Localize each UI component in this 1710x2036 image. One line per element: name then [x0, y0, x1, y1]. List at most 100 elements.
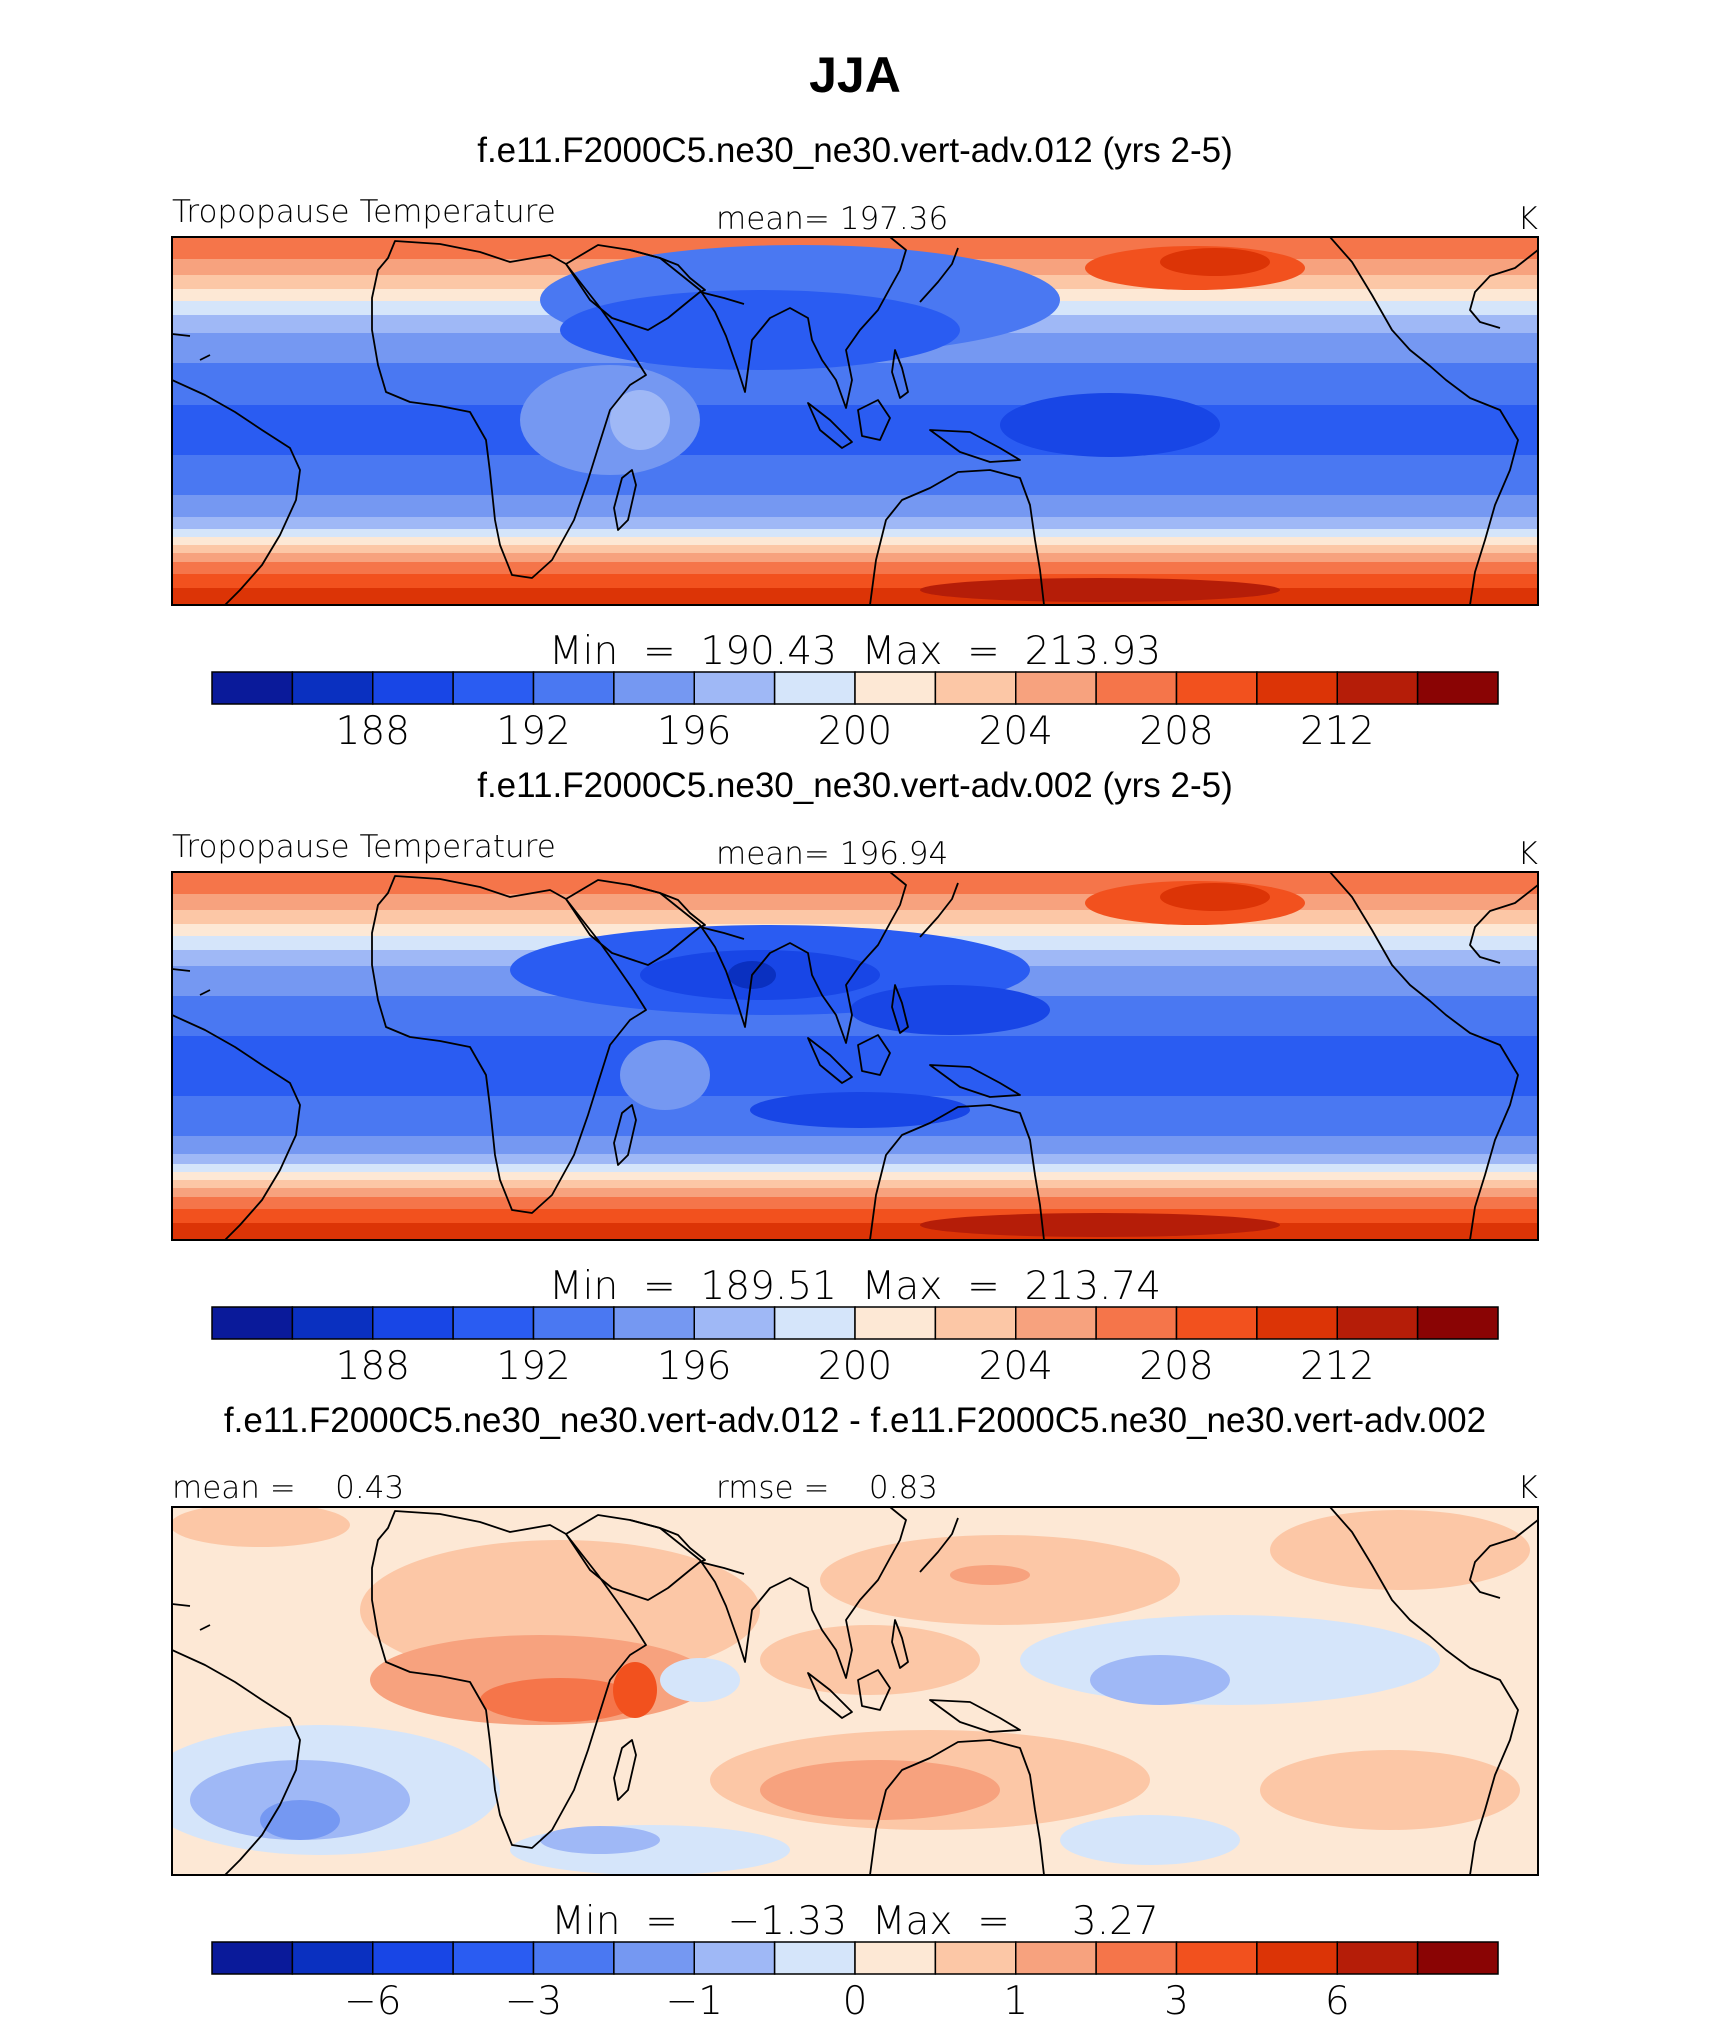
panel-3-map-frame: [171, 1506, 1539, 1876]
panel-3-madagascar-outline: [613, 1739, 637, 1801]
panel-1-colorbar-box: [1095, 671, 1178, 705]
panel-1-colorbar-tick-label: 188: [336, 709, 410, 754]
panel-2-colorbar-box: [854, 1306, 937, 1340]
panel-2-americas-outline: [1329, 872, 1519, 1240]
panel-2-mean-label: mean= 196.94: [716, 836, 948, 872]
panel-3-rmse-label: rmse = 0.83: [716, 1470, 938, 1506]
panel-2-map-frame: [171, 871, 1539, 1241]
panel-1-mean-label: mean= 197.36: [716, 201, 948, 237]
panel-1-sumatra-outline: [807, 402, 853, 449]
panel-3-colorbar-ticks: −6 −3 −1 0 1 3 6: [344, 1979, 1350, 2024]
panel-1-borneo-outline: [857, 399, 891, 441]
panel-1-map: [172, 237, 1538, 605]
panel-3-mean-label: mean = 0.43: [172, 1470, 404, 1506]
panel-1-colorbar-box: [1336, 671, 1419, 705]
panel-3-sumatra-outline: [807, 1672, 853, 1719]
panel-3-title: f.e11.F2000C5.ne30_ne30.vert-adv.012 - f…: [224, 1401, 1486, 1440]
panel-3-colorbar-box: [1015, 1941, 1097, 1975]
panel-2-australia-outline: [869, 1104, 1045, 1240]
panel-2-borneo-outline: [857, 1034, 891, 1076]
panel-2-colorbar-tick-label: 196: [657, 1344, 731, 1389]
panel-3: f.e11.F2000C5.ne30_ne30.vert-adv.012 - f…: [171, 1401, 1539, 2024]
panel-1-colorbar-tick-label: 204: [979, 709, 1053, 754]
panel-3-colorbar-box: [934, 1941, 1017, 1975]
panel-3-australia-outline: [869, 1739, 1045, 1875]
panel-3-newguinea-outline: [929, 1699, 1021, 1733]
panel-1-colorbar-box: [211, 671, 294, 705]
panel-3-colorbar-box: [1175, 1941, 1258, 1975]
panel-2-colorbar-box: [1416, 1306, 1499, 1340]
panel-2-japan-outline: [919, 882, 959, 938]
panel-3-europe-outline: [172, 1603, 211, 1631]
panel-3-colorbar-tick-label: −6: [344, 1979, 402, 2024]
panel-2-colorbar-box: [1015, 1306, 1097, 1340]
panel-2-colorbar-tick-label: 188: [336, 1344, 410, 1389]
panel-3-units: K: [1518, 1470, 1538, 1506]
panel-3-minmax-label: Min = −1.33 Max = 3.27: [551, 1899, 1159, 1944]
panel-3-colorbar-tick-label: 1: [1003, 1979, 1028, 2024]
panel-3-colorbar-box: [1095, 1941, 1178, 1975]
panel-2-colorbar-box: [452, 1306, 535, 1340]
panel-1-colorbar-box: [1175, 671, 1258, 705]
panel-2-asia-outline: [629, 872, 907, 1044]
panel-1-colorbar: [211, 671, 1499, 705]
panel-2-newguinea-outline: [929, 1064, 1021, 1098]
panel-1-temperature-bands: [172, 237, 1538, 605]
panel-2-colorbar-box: [532, 1306, 615, 1340]
panel-1-minmax-label: Min = 190.43 Max = 213.93: [549, 629, 1161, 674]
panel-1-colorbar-box: [854, 671, 937, 705]
panel-2-colorbar-tick-label: 212: [1300, 1344, 1374, 1389]
panel-3-borneo-outline: [857, 1669, 891, 1711]
panel-2-philippines-outline: [891, 984, 909, 1034]
panel-1-left-label: Tropopause Temperature: [172, 194, 556, 230]
panel-1-colorbar-tick-label: 192: [496, 709, 570, 754]
panel-3-japan-outline: [919, 1517, 959, 1573]
panel-1-colorbar-box: [1416, 671, 1499, 705]
panel-2-colorbar-box: [613, 1306, 696, 1340]
season-title: JJA: [809, 47, 901, 103]
panel-1-colorbar-ticks: 188 192 196 200 204 208 212: [336, 709, 1375, 754]
panel-1: f.e11.F2000C5.ne30_ne30.vert-adv.012 (yr…: [171, 131, 1539, 754]
panel-3-philippines-outline: [891, 1619, 909, 1669]
panel-1-units: K: [1518, 201, 1538, 237]
panel-3-colorbar-box: [854, 1941, 937, 1975]
panel-2-colorbar-tick-label: 192: [496, 1344, 570, 1389]
panel-3-difference-regions: [172, 1507, 1530, 1875]
panel-1-colorbar-box: [372, 671, 454, 705]
panel-1-colorbar-box: [1015, 671, 1097, 705]
panel-1-australia-outline: [869, 469, 1045, 605]
panel-3-colorbar-box: [291, 1941, 374, 1975]
panel-2-europe-outline: [172, 968, 211, 996]
panel-3-colorbar-box: [613, 1941, 696, 1975]
panel-1-colorbar-box: [1256, 671, 1339, 705]
panel-1-brazil-outline: [172, 379, 301, 605]
panel-2-brazil-outline: [172, 1014, 301, 1240]
panel-2-units: K: [1518, 836, 1538, 872]
panel-2-colorbar-box: [1095, 1306, 1178, 1340]
panel-3-colorbar-box: [211, 1941, 294, 1975]
panel-3-asia-outline: [629, 1507, 907, 1679]
panel-2-colorbar: [211, 1306, 1499, 1340]
panel-2-colorbar-box: [1336, 1306, 1419, 1340]
panel-2-colorbar-tick-label: 204: [979, 1344, 1053, 1389]
panel-2-minmax-label: Min = 189.51 Max = 213.74: [549, 1264, 1161, 1309]
panel-3-map: [172, 1507, 1538, 1875]
panel-3-colorbar-box: [1256, 1941, 1339, 1975]
panel-3-colorbar-tick-label: 6: [1325, 1979, 1350, 2024]
panel-2-colorbar-box: [693, 1306, 776, 1340]
panel-1-colorbar-box: [613, 671, 696, 705]
panel-2-colorbar-box: [773, 1306, 856, 1340]
panel-2-map: [172, 872, 1538, 1240]
panel-1-japan-outline: [919, 247, 959, 303]
panel-1-map-frame: [171, 236, 1539, 606]
panel-2-colorbar-box: [372, 1306, 454, 1340]
panel-1-colorbar-box: [532, 671, 615, 705]
panel-3-americas-outline: [1329, 1507, 1519, 1875]
panel-3-colorbar-box: [1336, 1941, 1419, 1975]
panel-2-colorbar-ticks: 188 192 196 200 204 208 212: [336, 1344, 1375, 1389]
panel-3-colorbar-box: [773, 1941, 856, 1975]
panel-2-sumatra-outline: [807, 1037, 853, 1084]
panel-1-colorbar-tick-label: 200: [818, 709, 892, 754]
panel-2-colorbar-box: [1175, 1306, 1258, 1340]
